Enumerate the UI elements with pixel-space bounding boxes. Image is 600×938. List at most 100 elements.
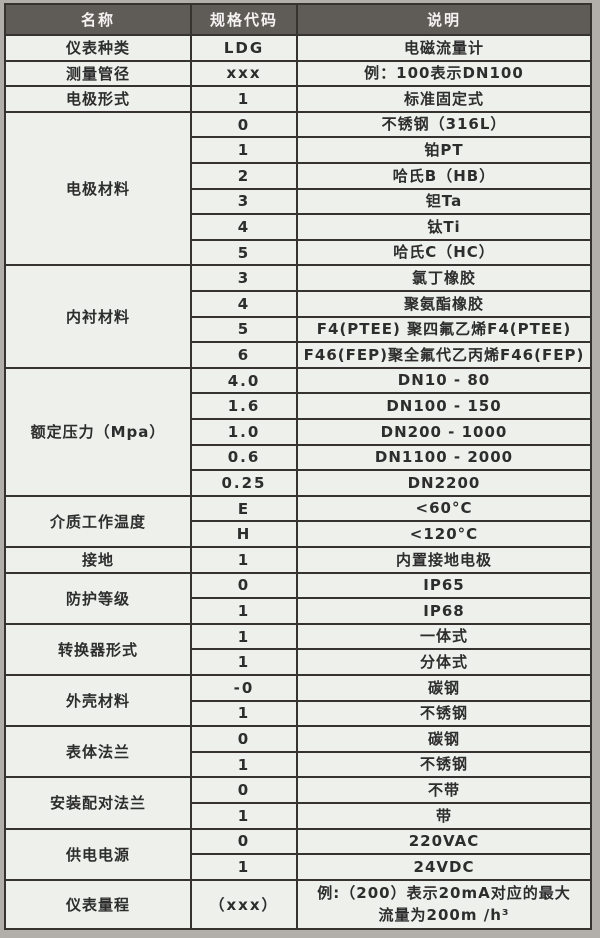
desc-cell: 铂PT xyxy=(424,140,464,159)
group-name-cell: 内衬材料 xyxy=(6,266,192,367)
code-cell: 1 xyxy=(192,87,298,111)
table-row: 1.6 DN100 - 150 xyxy=(192,392,590,418)
code-cell: 1 xyxy=(192,701,298,726)
spec-group: 介质工作温度 E <60°C H <120°C xyxy=(6,494,590,546)
table-row: 0.6 DN1100 - 2000 xyxy=(192,443,590,470)
desc-cell: DN200 - 1000 xyxy=(380,422,508,441)
code-cell: 2 xyxy=(192,163,298,188)
desc-line-2: 流量为200m /h³ xyxy=(378,906,510,925)
group-name-cell: 安装配对法兰 xyxy=(6,778,192,828)
spec-group: 电极材料 0 不锈钢（316L） 1 铂PT 2 哈氏B（HB） 3 钽Ta 4 钛Ti 5 哈氏C（H… xyxy=(6,110,590,265)
code-cell: 4 xyxy=(192,291,298,316)
spec-group: 仪表种类 LDG 电磁流量计 xyxy=(6,34,590,60)
table-row: H <120°C xyxy=(192,520,590,546)
group-rows: （xxx） 例:（200）表示20mA对应的最大 流量为200m /h³ xyxy=(192,880,590,928)
code-cell: 5 xyxy=(192,240,298,265)
desc-cell: 例:（200）表示20mA对应的最大 流量为200m /h³ xyxy=(298,881,590,928)
desc-cell: 分体式 xyxy=(419,652,468,671)
table-row: 0 IP65 xyxy=(192,573,590,598)
spec-group: 内衬材料 3 氯丁橡胶 4 聚氨酯橡胶 5 F4(PTEE) 聚四氟乙烯F4(PTEE) 6 F… xyxy=(6,264,590,367)
code-cell: 5 xyxy=(192,317,298,342)
group-name-cell: 防护等级 xyxy=(6,573,192,623)
group-name-cell: 额定压力（Mpa） xyxy=(6,368,192,495)
header-cell-desc: 说明 xyxy=(426,11,461,29)
table-row: （xxx） 例:（200）表示20mA对应的最大 流量为200m /h³ xyxy=(192,880,590,928)
code-cell: LDG xyxy=(192,36,298,60)
group-rows: 0 220VAC 1 24VDC xyxy=(192,829,590,879)
table-row: 0 不带 xyxy=(192,778,590,802)
code-cell: 4.0 xyxy=(192,368,298,393)
group-rows: xxx 例：100表示DN100 xyxy=(192,61,590,86)
code-cell: 0 xyxy=(192,829,298,854)
desc-cell: 不锈钢 xyxy=(419,755,468,774)
spec-table: 名称 规格代码 说明 仪表种类 LDG 电磁流量计 测量管径 xxx 例：100表示DN1… xyxy=(4,3,592,930)
desc-cell: 钛Ti xyxy=(427,217,461,236)
desc-cell: 氯丁橡胶 xyxy=(411,268,476,287)
table-row: 0 220VAC xyxy=(192,829,590,854)
code-cell: 1 xyxy=(192,624,298,649)
table-header-row: 名称 规格代码 说明 xyxy=(6,5,590,34)
code-cell: H xyxy=(192,522,298,546)
table-row: 6 F46(FEP)聚全氟代乙丙烯F46(FEP) xyxy=(192,341,590,367)
code-cell: xxx xyxy=(192,61,298,86)
desc-cell: F4(PTEE) 聚四氟乙烯F4(PTEE) xyxy=(316,320,572,339)
code-cell: 3 xyxy=(192,266,298,290)
code-cell: 1 xyxy=(192,547,298,572)
code-cell: 6 xyxy=(192,343,298,367)
spec-group: 电极形式 1 标准固定式 xyxy=(6,85,590,111)
code-cell: 0.6 xyxy=(192,445,298,470)
desc-cell: DN2200 xyxy=(407,473,481,492)
table-row: 1 24VDC xyxy=(192,853,590,879)
desc-line-1: 例:（200）表示20mA对应的最大 xyxy=(317,883,571,902)
desc-cell: IP65 xyxy=(423,576,465,595)
table-row: 4 聚氨酯橡胶 xyxy=(192,289,590,316)
spec-group: 供电电源 0 220VAC 1 24VDC xyxy=(6,827,590,879)
table-row: 4.0 DN10 - 80 xyxy=(192,368,590,393)
table-row: E <60°C xyxy=(192,496,590,521)
group-rows: 0 不带 1 带 xyxy=(192,778,590,828)
desc-cell: DN10 - 80 xyxy=(397,371,491,390)
spec-group: 转换器形式 1 一体式 1 分体式 xyxy=(6,622,590,674)
desc-cell: 哈氏C（HC） xyxy=(393,243,495,262)
group-name-cell: 仪表种类 xyxy=(6,36,192,60)
group-rows: 1 标准固定式 xyxy=(192,87,590,111)
spec-group: 仪表量程 （xxx） 例:（200）表示20mA对应的最大 流量为200m /h³ xyxy=(6,878,590,928)
table-row: 0.25 DN2200 xyxy=(192,469,590,495)
desc-cell: 不带 xyxy=(427,780,460,799)
table-row: 1 IP68 xyxy=(192,597,590,623)
desc-cell: 碳钢 xyxy=(427,678,460,697)
desc-cell: 220VAC xyxy=(408,832,480,851)
code-cell: 1 xyxy=(192,752,298,777)
group-name-cell: 供电电源 xyxy=(6,829,192,879)
group-name-cell: 电极形式 xyxy=(6,87,192,111)
code-cell: 0.25 xyxy=(192,471,298,495)
table-row: 0 不锈钢（316L） xyxy=(192,112,590,137)
spec-group: 外壳材料 -0 碳钢 1 不锈钢 xyxy=(6,673,590,726)
header-cell-code: 规格代码 xyxy=(192,5,298,34)
code-cell: （xxx） xyxy=(192,880,298,928)
desc-cell: 带 xyxy=(435,806,452,825)
table-row: 5 哈氏C（HC） xyxy=(192,238,590,265)
code-cell: 0 xyxy=(192,112,298,137)
desc-cell: 钽Ta xyxy=(425,192,463,211)
spec-group: 接地 1 内置接地电极 xyxy=(6,545,590,572)
spec-group: 表体法兰 0 碳钢 1 不锈钢 xyxy=(6,725,590,777)
group-rows: E <60°C H <120°C xyxy=(192,496,590,546)
table-row: 1 内置接地电极 xyxy=(192,547,590,572)
group-name-cell: 介质工作温度 xyxy=(6,496,192,546)
desc-cell: IP68 xyxy=(423,601,465,620)
code-cell: 3 xyxy=(192,189,298,214)
group-name-cell: 外壳材料 xyxy=(6,675,192,726)
code-cell: 1 xyxy=(192,599,298,623)
code-cell: E xyxy=(192,496,298,521)
group-name-cell: 转换器形式 xyxy=(6,624,192,674)
group-rows: -0 碳钢 1 不锈钢 xyxy=(192,675,590,726)
group-rows: 3 氯丁橡胶 4 聚氨酯橡胶 5 F4(PTEE) 聚四氟乙烯F4(PTEE) 6 F46(F… xyxy=(192,266,590,367)
spec-group: 安装配对法兰 0 不带 1 带 xyxy=(6,776,590,828)
code-cell: 1.6 xyxy=(192,394,298,418)
code-cell: 4 xyxy=(192,215,298,239)
table-row: xxx 例：100表示DN100 xyxy=(192,61,590,86)
table-row: 3 钽Ta xyxy=(192,187,590,214)
